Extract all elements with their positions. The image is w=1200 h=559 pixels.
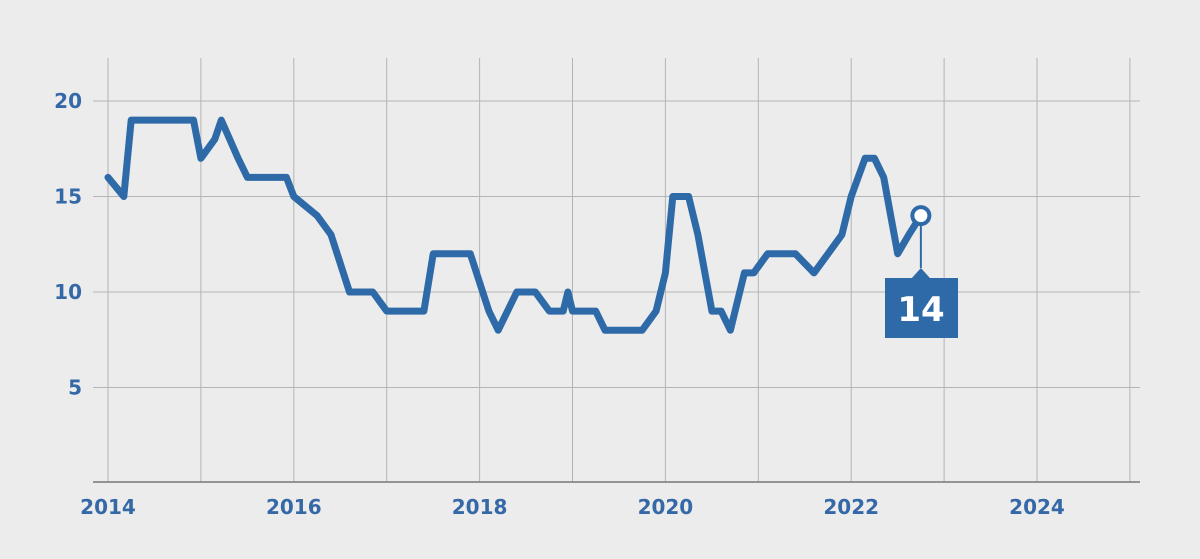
y-tick-label: 5 [68, 376, 82, 400]
latest-value-callout: 14 [885, 224, 958, 338]
x-tick-label: 2016 [266, 495, 322, 519]
last-point-marker [910, 205, 932, 227]
x-tick-labels: 2014 2016 2018 2020 2022 2024 [80, 495, 1065, 519]
y-tick-label: 15 [54, 185, 82, 209]
y-tick-label: 20 [54, 89, 82, 113]
x-tick-label: 2018 [452, 495, 508, 519]
x-tick-label: 2014 [80, 495, 136, 519]
data-series [104, 116, 932, 334]
callout-pointer [911, 268, 930, 278]
y-tick-labels: 5 10 15 20 [54, 89, 82, 400]
y-tick-label: 10 [54, 280, 82, 304]
series-line [104, 116, 925, 334]
x-tick-label: 2020 [638, 495, 694, 519]
x-tick-label: 2024 [1009, 495, 1065, 519]
callout-box [885, 278, 958, 338]
callout-value: 14 [897, 290, 944, 330]
x-tick-label: 2022 [823, 495, 879, 519]
grid-lines [93, 58, 1140, 482]
